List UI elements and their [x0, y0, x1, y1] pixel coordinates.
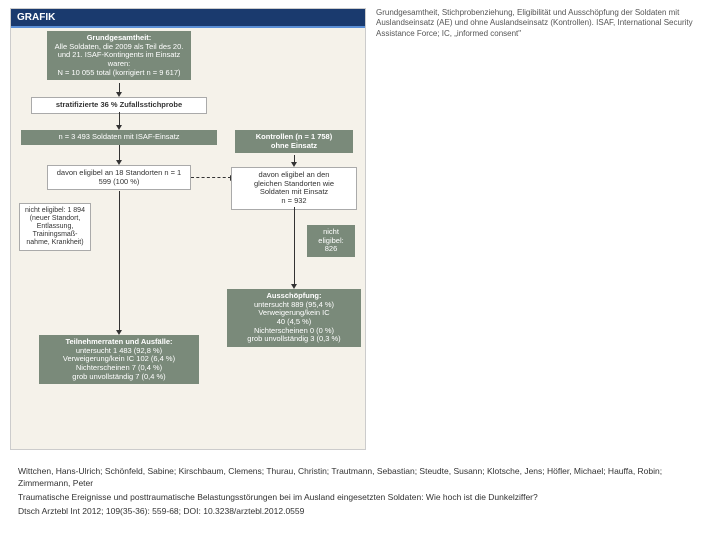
arrow — [294, 207, 295, 285]
arrow — [294, 155, 295, 163]
arrow — [119, 83, 120, 93]
citation-authors: Wittchen, Hans-Ulrich; Schönfeld, Sabine… — [18, 466, 702, 490]
box-body: untersucht 889 (95,4 %) Verweigerung/kei… — [247, 300, 340, 344]
flowchart: Grundgesamtheit: Alle Soldaten, die 2009… — [11, 25, 365, 449]
arrow — [119, 145, 120, 161]
arrow — [119, 112, 120, 126]
citation-block: Wittchen, Hans-Ulrich; Schönfeld, Sabine… — [18, 466, 702, 520]
side-legend: Grundgesamtheit, Stichprobenziehung, Eli… — [376, 8, 710, 39]
box-body: Alle Soldaten, die 2009 als Teil des 20.… — [55, 42, 184, 77]
box-teilnehmerraten: Teilnehmerraten und Ausfälle: untersucht… — [39, 335, 199, 384]
citation-title: Traumatische Ereignisse und posttraumati… — [18, 492, 702, 504]
box-eligibel-18: davon eligibel an 18 Standorten n = 1 59… — [47, 165, 191, 190]
box-grundgesamtheit: Grundgesamtheit: Alle Soldaten, die 2009… — [47, 31, 191, 80]
dashed-arrow — [191, 177, 231, 178]
box-sub: ohne Einsatz — [271, 141, 317, 150]
box-eligibel-gleich: davon eligibel an den gleichen Standorte… — [231, 167, 357, 210]
box-isaf-soldaten: n = 3 493 Soldaten mit ISAF-Einsatz — [21, 130, 217, 145]
page-root: GRAFIK Grundgesamtheit: Alle Soldaten, d… — [0, 0, 720, 540]
box-ausschoepfung: Ausschöpfung: untersucht 889 (95,4 %) Ve… — [227, 289, 361, 347]
box-body: untersucht 1 483 (92,8 %) Verweigerung/k… — [63, 346, 175, 381]
grafik-panel: GRAFIK Grundgesamtheit: Alle Soldaten, d… — [10, 8, 366, 450]
box-nicht-eligibel-826: nicht eligibel: 826 — [307, 225, 355, 257]
citation-ref: Dtsch Arztebl Int 2012; 109(35-36): 559-… — [18, 506, 702, 518]
box-kontrollen: Kontrollen (n = 1 758) ohne Einsatz — [235, 130, 353, 153]
box-nicht-eligibel-1894: nicht eligibel: 1 894 (neuer Standort, E… — [19, 203, 91, 251]
arrow — [119, 191, 120, 331]
